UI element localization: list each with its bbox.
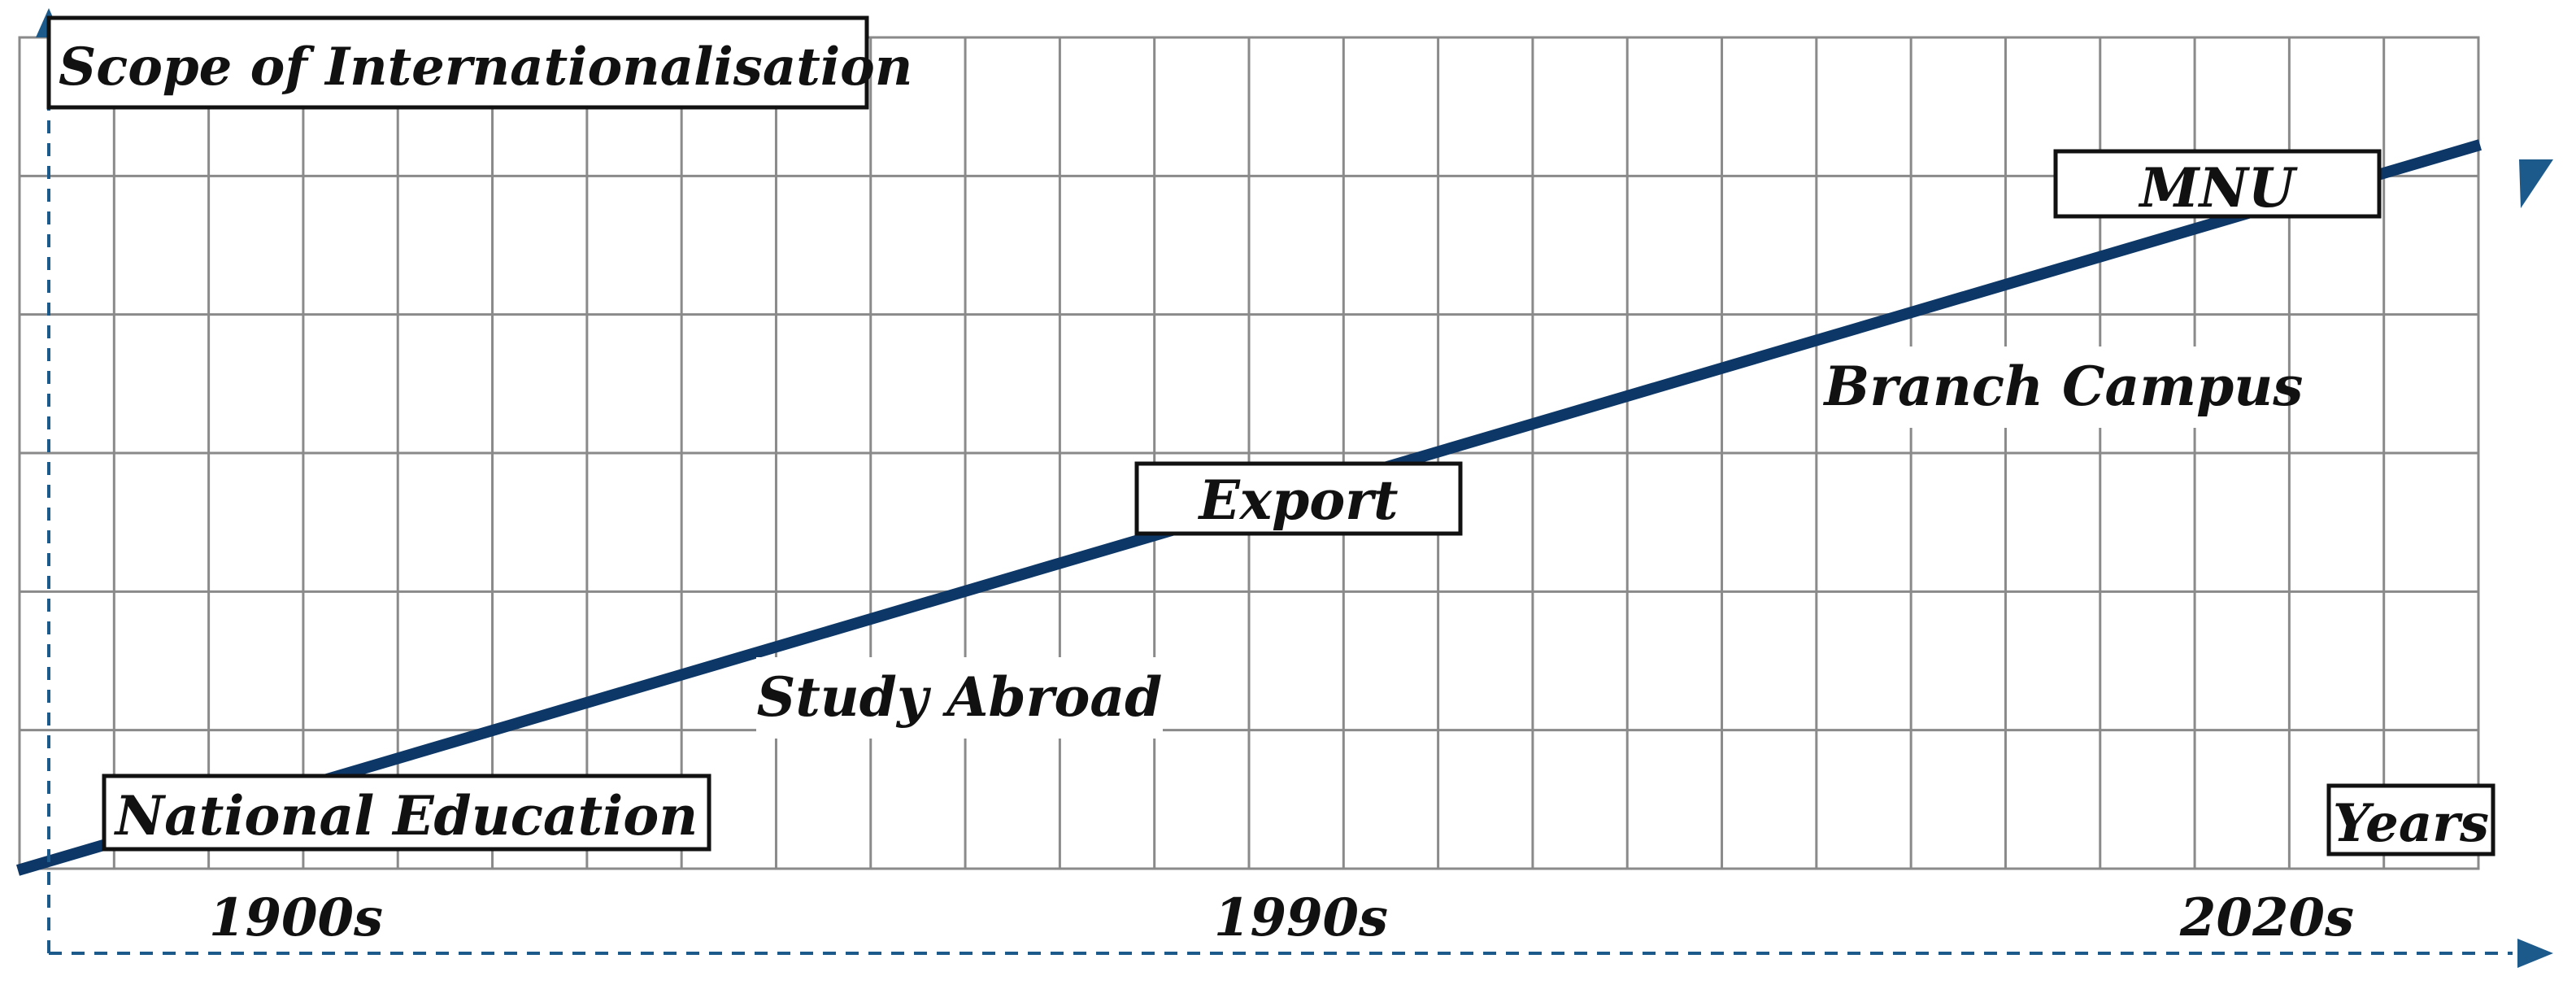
stage-label-mnu: MNU (2139, 156, 2298, 220)
stage-label-branch-campus: Branch Campus (1823, 355, 2304, 418)
stage-box-national-education (102, 774, 711, 852)
stage-backdrop-study-abroad (756, 657, 1163, 739)
x-axis-arrow-icon (2517, 939, 2553, 968)
chart-title: Scope of Internationalisation (59, 37, 912, 98)
x-axis-label: Years (2333, 793, 2489, 854)
tick-label-1900s: 1900s (209, 887, 383, 948)
stage-backdrop-branch-campus (1828, 346, 2283, 428)
stage-label-study-abroad: Study Abroad (757, 665, 1163, 729)
tick-label-2020s: 2020s (2179, 887, 2354, 948)
stage-label-national-education: National Education (114, 784, 698, 848)
title-box (46, 15, 869, 110)
stage-box-export (1134, 461, 1463, 536)
tick-label-1990s: 1990s (1214, 887, 1388, 948)
stage-box-mnu (2053, 149, 2382, 219)
x-axis-label-box (2326, 783, 2496, 856)
stage-label-export: Export (1197, 468, 1398, 532)
trend-arrow-icon (2519, 159, 2553, 208)
